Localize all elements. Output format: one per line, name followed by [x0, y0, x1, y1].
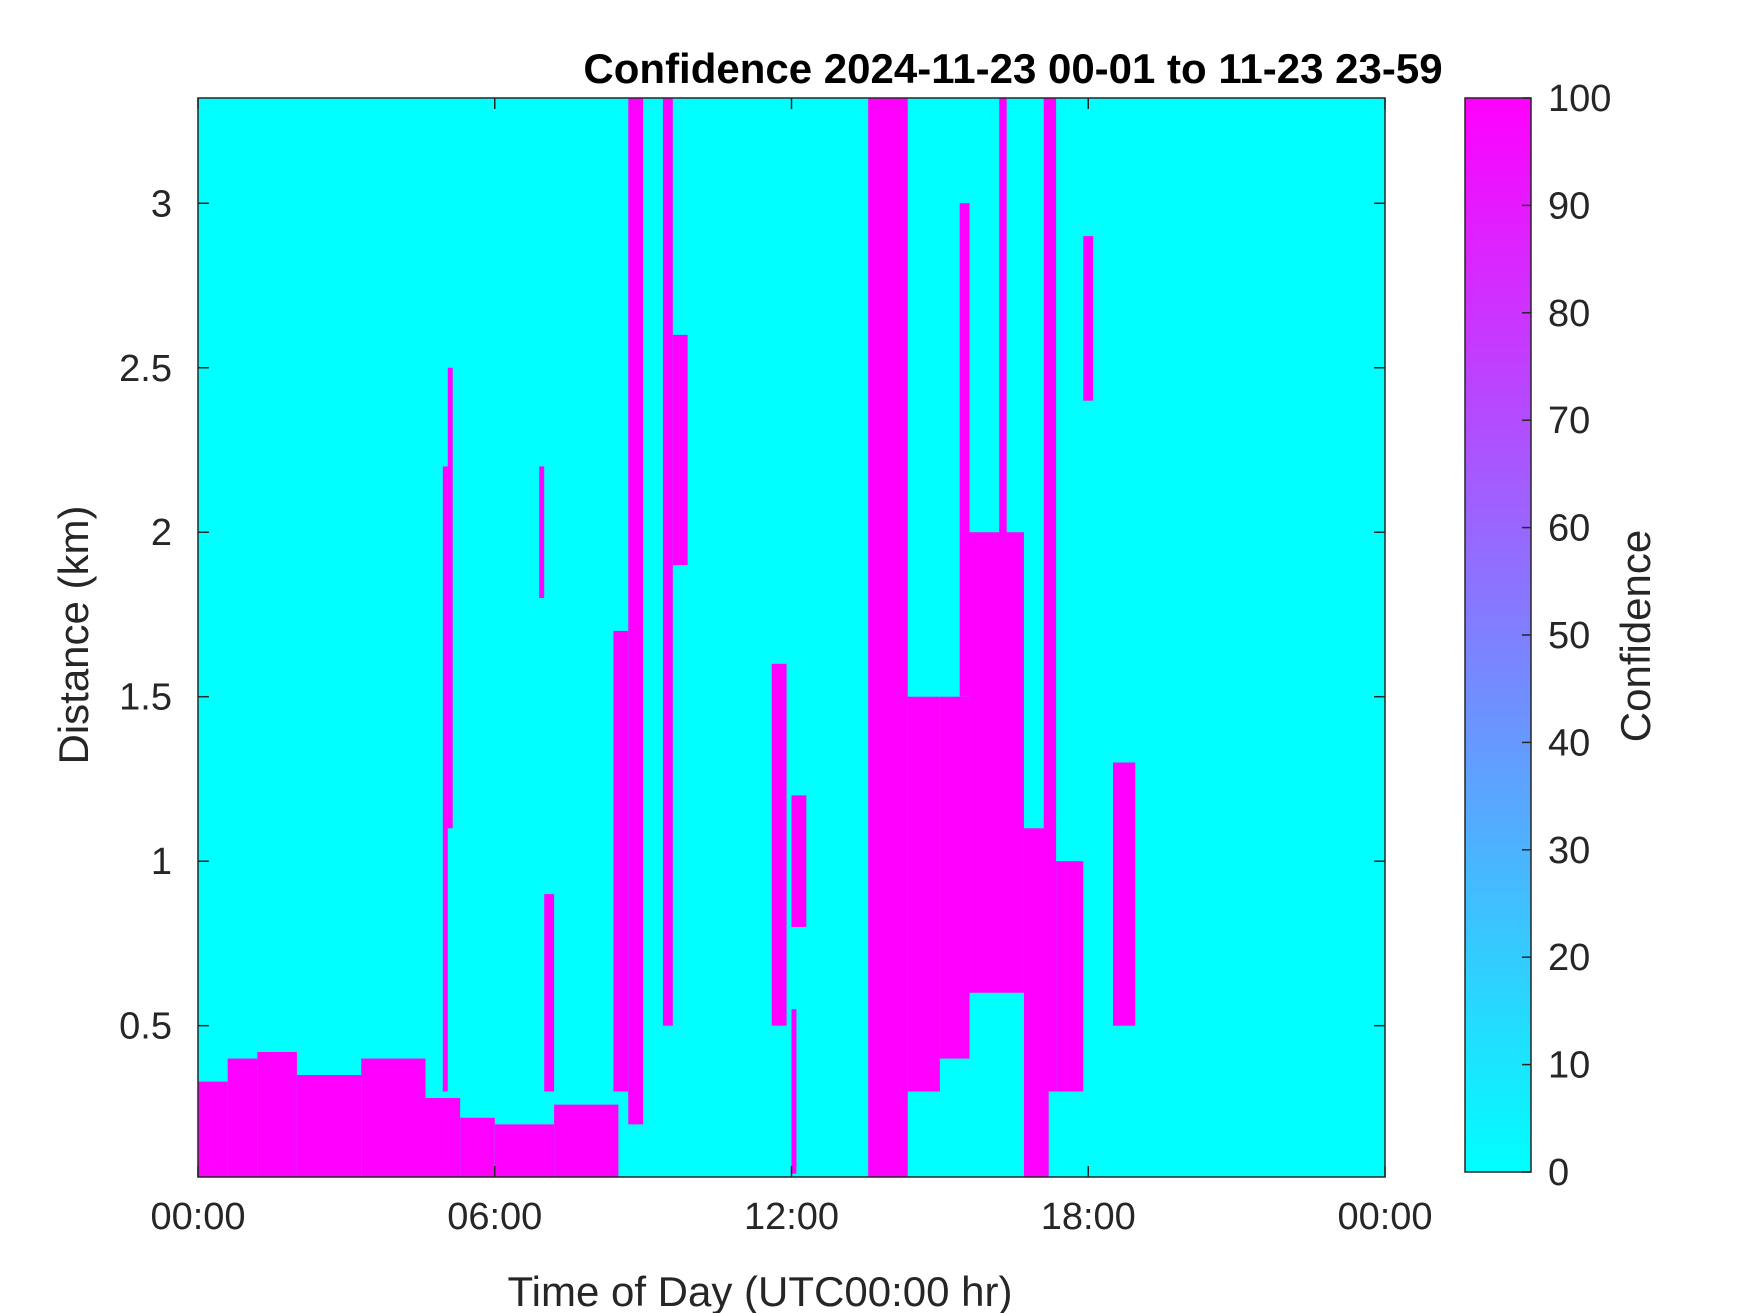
heatmap-region [969, 532, 1024, 993]
colorbar-label: Confidence [1612, 530, 1659, 742]
heatmap-region [447, 367, 453, 829]
chart-title: Confidence 2024-11-23 00-01 to 11-23 23-… [583, 45, 1442, 92]
x-tick-label: 18:00 [1041, 1196, 1136, 1238]
colorbar-tick-label: 0 [1548, 1152, 1569, 1194]
heatmap-region [544, 894, 555, 1092]
heatmap-region [868, 98, 908, 1177]
heatmap-region [939, 696, 970, 1059]
y-tick-label: 3 [151, 183, 172, 225]
heatmap-region [1112, 762, 1136, 1026]
colorbar: 0 10 20 30 40 50 60 70 80 90 100 Confidence [1464, 78, 1659, 1194]
heatmap-region [791, 1009, 797, 1174]
heatmap-region [425, 1098, 461, 1177]
heatmap-region [198, 1081, 228, 1177]
colorbar-tick-label: 40 [1548, 722, 1590, 764]
heatmap-region [628, 98, 644, 1125]
heatmap-region [539, 466, 545, 599]
colorbar-tick-label: 80 [1548, 293, 1590, 335]
x-axis-ticks: 00:00 06:00 12:00 18:00 00:00 [150, 98, 1433, 1238]
x-tick-label: 12:00 [744, 1196, 839, 1238]
colorbar-ticks: 0 10 20 30 40 50 60 70 80 90 100 [1522, 78, 1611, 1194]
y-tick-label: 2 [151, 512, 172, 554]
x-tick-label: 06:00 [447, 1196, 542, 1238]
heatmap-region [771, 663, 787, 1026]
colorbar-tick-label: 60 [1548, 508, 1590, 550]
heatmap-region [227, 1058, 258, 1177]
colorbar-tick-label: 20 [1548, 937, 1590, 979]
colorbar-tick-label: 30 [1548, 830, 1590, 872]
colorbar-gradient [1464, 97, 1532, 1173]
heatmap-region [554, 1104, 619, 1177]
x-tick-label: 00:00 [150, 1196, 245, 1238]
heatmap-region [959, 203, 970, 697]
x-axis-label: Time of Day (UTC00:00 hr) [508, 1268, 1013, 1313]
x-tick-label: 00:00 [1337, 1196, 1432, 1238]
heatmap-region [1083, 236, 1094, 401]
heatmap-region [361, 1058, 426, 1177]
heatmap-region [672, 334, 688, 566]
y-tick-label: 1 [151, 841, 172, 883]
heatmap-region [494, 1124, 555, 1177]
colorbar-tick-label: 10 [1548, 1045, 1590, 1087]
y-tick-label: 0.5 [119, 1006, 172, 1048]
heatmap-region [907, 696, 940, 1092]
y-axis-label: Distance (km) [50, 505, 97, 764]
colorbar-tick-label: 70 [1548, 400, 1590, 442]
y-tick-label: 2.5 [119, 348, 172, 390]
heatmap-region [662, 98, 673, 1026]
heatmap-region [442, 466, 448, 1092]
colorbar-tick-label: 100 [1548, 78, 1611, 120]
heatmap-background [198, 98, 1385, 1177]
y-tick-label: 1.5 [119, 677, 172, 719]
heatmap-region [1056, 861, 1084, 1092]
heatmap-region [460, 1117, 495, 1177]
plot-area [197, 97, 1386, 1178]
heatmap-region [1043, 98, 1057, 1092]
colorbar-tick-label: 90 [1548, 185, 1590, 227]
heatmap-region [613, 630, 629, 1092]
heatmap-region [296, 1075, 362, 1177]
heatmap-region [257, 1051, 297, 1177]
heatmap-region [999, 98, 1007, 796]
colorbar-tick-label: 50 [1548, 615, 1590, 657]
y-axis-ticks: 0.5 1 1.5 2 2.5 3 [119, 183, 1385, 1048]
heatmap-cells [198, 98, 1136, 1177]
heatmap-region [791, 795, 807, 927]
